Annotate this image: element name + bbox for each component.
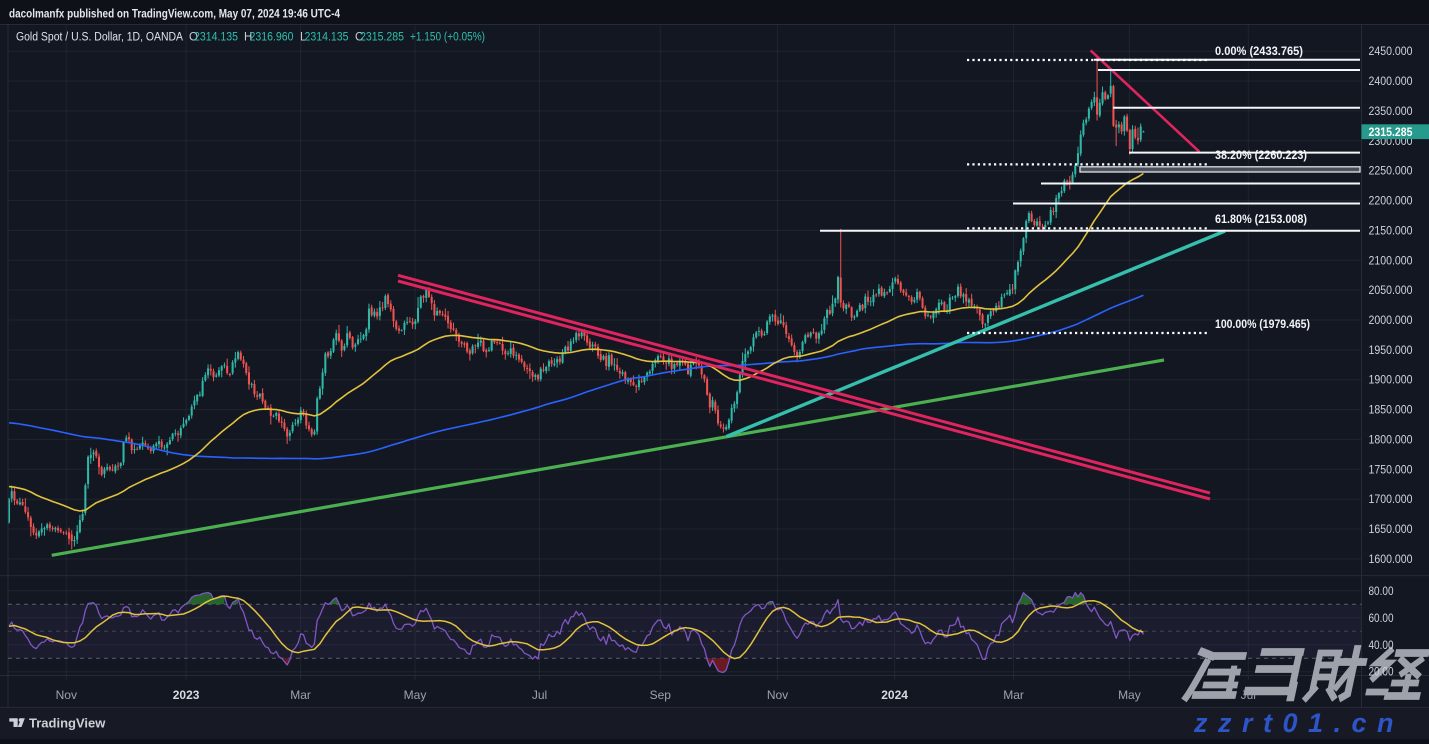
- svg-text:2315.285: 2315.285: [360, 32, 404, 44]
- svg-text:2316.960: 2316.960: [250, 32, 294, 44]
- svg-text:+1.150 (+0.05%): +1.150 (+0.05%): [410, 32, 485, 44]
- svg-text:TradingView: TradingView: [29, 716, 106, 731]
- svg-text:Mar: Mar: [1003, 688, 1024, 702]
- svg-text:40.00: 40.00: [1369, 640, 1394, 652]
- svg-text:Jul: Jul: [532, 688, 547, 702]
- svg-text:Nov: Nov: [767, 688, 788, 702]
- svg-text:2150.000: 2150.000: [1369, 225, 1413, 237]
- svg-text:Gold Spot / U.S. Dollar, 1D, O: Gold Spot / U.S. Dollar, 1D, OANDA: [16, 32, 183, 44]
- svg-text:1800.000: 1800.000: [1369, 434, 1413, 446]
- svg-text:zzrt01.cn: zzrt01.cn: [1193, 708, 1404, 738]
- svg-text:May: May: [1118, 688, 1141, 702]
- svg-text:1650.000: 1650.000: [1369, 524, 1413, 536]
- svg-text:80.00: 80.00: [1369, 586, 1394, 598]
- svg-text:1750.000: 1750.000: [1369, 464, 1413, 476]
- svg-text:60.00: 60.00: [1369, 613, 1394, 625]
- svg-text:Mar: Mar: [290, 688, 311, 702]
- svg-text:2100.000: 2100.000: [1369, 255, 1413, 267]
- svg-text:2314.135: 2314.135: [305, 32, 349, 44]
- svg-text:Sep: Sep: [650, 688, 672, 702]
- svg-text:1900.000: 1900.000: [1369, 375, 1413, 387]
- svg-text:2023: 2023: [173, 688, 200, 702]
- svg-text:61.80% (2153.008): 61.80% (2153.008): [1215, 212, 1307, 226]
- svg-text:2315.285: 2315.285: [1369, 127, 1414, 139]
- svg-text:2400.000: 2400.000: [1369, 76, 1413, 88]
- svg-text:20.00: 20.00: [1369, 667, 1394, 679]
- svg-text:1700.000: 1700.000: [1369, 494, 1413, 506]
- svg-text:2024: 2024: [881, 688, 908, 702]
- svg-text:2450.000: 2450.000: [1369, 46, 1413, 58]
- svg-text:2250.000: 2250.000: [1369, 166, 1413, 178]
- svg-text:2314.135: 2314.135: [194, 32, 238, 44]
- svg-text:2000.000: 2000.000: [1369, 315, 1413, 327]
- svg-text:Jul: Jul: [1241, 688, 1256, 702]
- svg-text:May: May: [404, 688, 427, 702]
- svg-text:dacolmanfx published on Tradin: dacolmanfx published on TradingView.com,…: [9, 7, 340, 21]
- svg-text:2050.000: 2050.000: [1369, 285, 1413, 297]
- svg-text:2200.000: 2200.000: [1369, 196, 1413, 208]
- svg-text:1600.000: 1600.000: [1369, 554, 1413, 566]
- svg-text:Nov: Nov: [56, 688, 77, 702]
- svg-text:1850.000: 1850.000: [1369, 405, 1413, 417]
- svg-text:0.00% (2433.765): 0.00% (2433.765): [1215, 44, 1303, 58]
- svg-text:38.20% (2260.223): 38.20% (2260.223): [1215, 148, 1307, 162]
- svg-text:100.00% (1979.465): 100.00% (1979.465): [1215, 317, 1310, 331]
- svg-text:1950.000: 1950.000: [1369, 345, 1413, 357]
- svg-text:2350.000: 2350.000: [1369, 106, 1413, 118]
